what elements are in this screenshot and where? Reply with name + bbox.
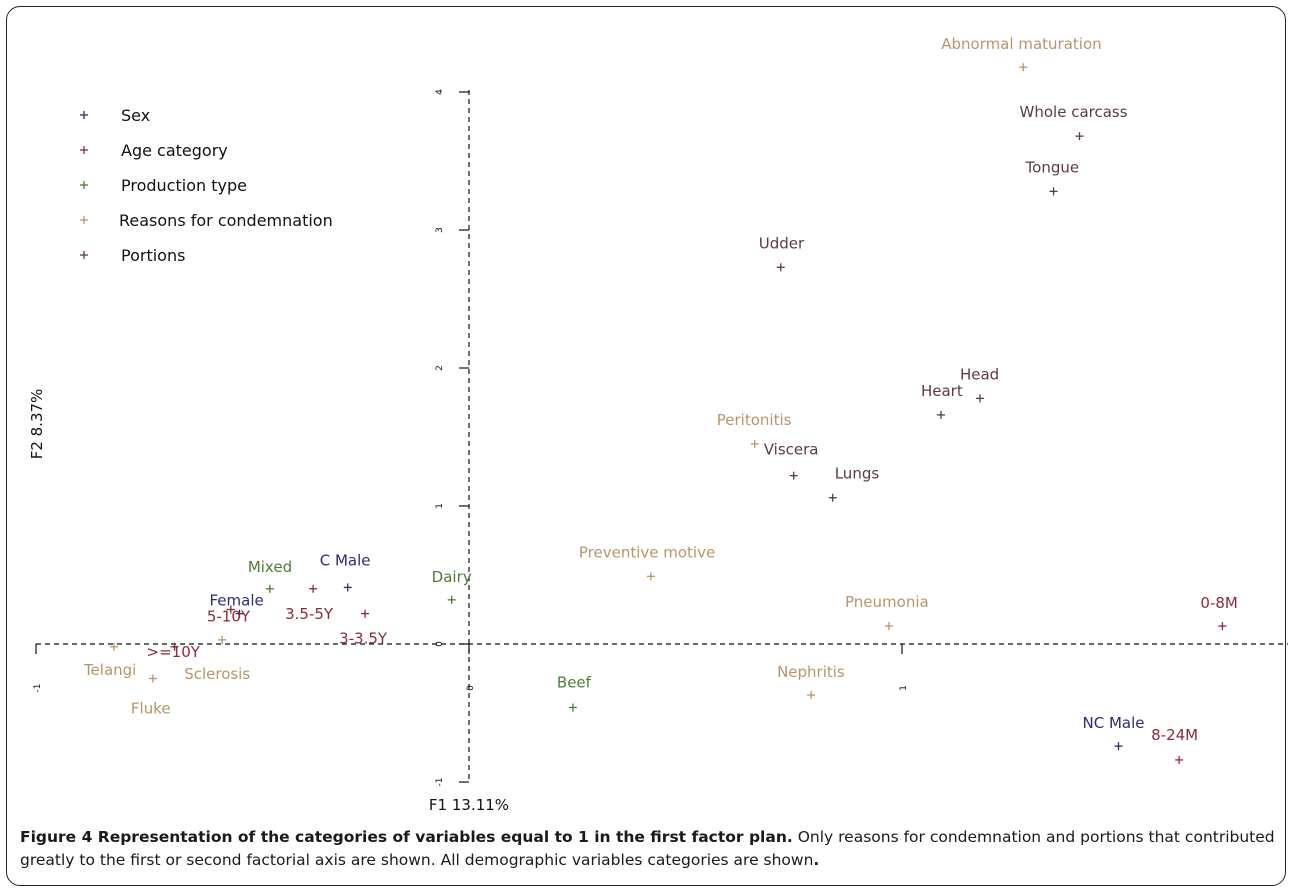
x-tick-label: -1 [33, 684, 43, 693]
point-label: Whole carcass [1020, 103, 1128, 121]
legend-marker [80, 251, 88, 259]
y-tick-label: 3 [435, 227, 445, 233]
data-point [789, 471, 798, 480]
y-tick-label: 2 [435, 365, 445, 371]
point-label: Mixed [248, 558, 292, 576]
legend-label: Age category [121, 141, 228, 160]
caption-end: . [813, 851, 820, 869]
point-label: C Male [320, 551, 371, 569]
data-point [447, 595, 456, 604]
point-label: Pneumonia [845, 593, 929, 611]
legend-label: Reasons for condemnation [119, 211, 333, 230]
point-label: 0-8M [1200, 594, 1237, 612]
legend-marker [80, 181, 88, 189]
point-label: Preventive motive [579, 543, 715, 561]
figure-frame [6, 6, 1286, 886]
data-point [170, 642, 179, 651]
data-point [646, 572, 655, 581]
data-point [1175, 755, 1184, 764]
point-label: Viscera [764, 441, 819, 459]
data-point [226, 605, 235, 614]
data-point [750, 439, 759, 448]
data-point [807, 691, 816, 700]
point-label: Udder [759, 234, 805, 252]
point-label: 3.5-5Y [285, 605, 334, 623]
caption-title: Figure 4 Representation of the categorie… [20, 828, 793, 846]
data-point [235, 609, 244, 618]
point-label: Female [210, 592, 264, 610]
point-label: Heart [921, 382, 963, 400]
data-point [975, 394, 984, 403]
data-point [309, 584, 318, 593]
data-point [936, 410, 945, 419]
data-point [1019, 63, 1028, 72]
data-point [148, 674, 157, 683]
point-label: Abnormal maturation [941, 35, 1101, 53]
data-point [361, 609, 370, 618]
data-point [343, 583, 352, 592]
x-axis-title: F1 13.11% [429, 796, 509, 814]
point-label: Tongue [1025, 158, 1080, 176]
caption-text: Only reasons for condemnation and portio… [20, 828, 1275, 869]
y-tick-label: 4 [435, 89, 445, 95]
point-label: Beef [557, 673, 592, 691]
data-point [828, 493, 837, 502]
data-point [885, 622, 894, 631]
legend-label: Production type [121, 176, 247, 195]
legend-label: Portions [121, 246, 185, 265]
data-point [1049, 187, 1058, 196]
y-tick-label: 1 [435, 503, 445, 509]
point-label: Head [960, 365, 999, 383]
legend-marker [80, 111, 88, 119]
data-point [265, 584, 274, 593]
data-point [1114, 742, 1123, 751]
legend-marker [80, 216, 88, 224]
legend-label: Sex [121, 106, 150, 125]
point-label: Peritonitis [717, 411, 792, 429]
x-tick-label: 1 [899, 685, 909, 691]
y-axis-title: F2 8.37% [28, 389, 46, 460]
point-label: Nephritis [777, 663, 845, 681]
point-label: 3-3.5Y [339, 630, 388, 648]
x-tick-label: 0 [466, 685, 476, 691]
y-tick-label: -1 [435, 778, 445, 787]
point-label: Fluke [131, 700, 171, 718]
point-label: NC Male [1083, 714, 1145, 732]
data-point [1218, 622, 1227, 631]
data-point [109, 642, 118, 651]
point-label: Lungs [835, 465, 880, 483]
y-tick-label: 0 [435, 641, 445, 647]
point-label: 8-24M [1151, 726, 1198, 744]
data-point [1075, 132, 1084, 141]
scatter-plot: -1 0 1 -1 0 1 2 3 4 F1 13.11% F2 8.37% Female C Male… [28, 35, 1289, 814]
data-point [776, 263, 785, 272]
point-label: Sclerosis [184, 665, 250, 683]
legend-marker [80, 146, 88, 154]
point-label: Telangi [83, 661, 136, 679]
data-point [218, 635, 227, 644]
point-label: Dairy [432, 568, 472, 586]
figure-caption: Figure 4 Representation of the categorie… [20, 826, 1275, 872]
data-point [568, 703, 577, 712]
point-label: >=10Y [147, 643, 201, 661]
point-label: 5-10Y [207, 608, 251, 626]
